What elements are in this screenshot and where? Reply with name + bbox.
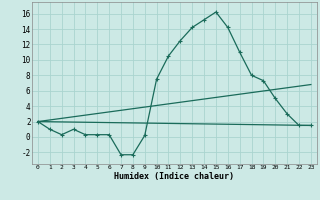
X-axis label: Humidex (Indice chaleur): Humidex (Indice chaleur) — [115, 172, 234, 181]
